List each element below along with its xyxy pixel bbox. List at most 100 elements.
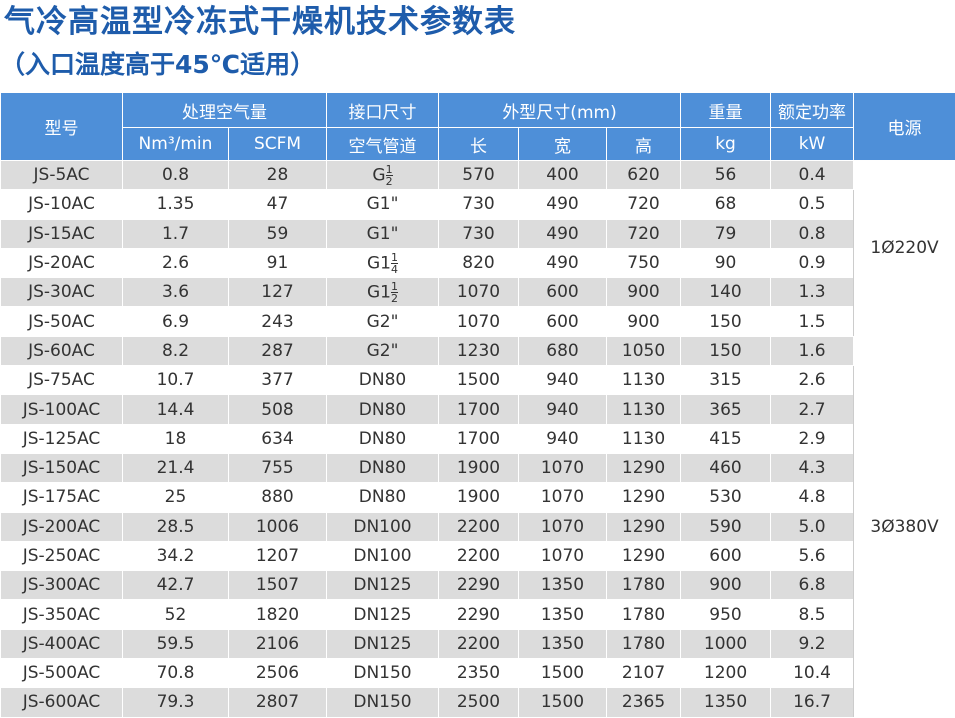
pipe-size: G1 — [367, 282, 391, 302]
cell: 315 — [681, 366, 771, 395]
cell: G1" — [327, 219, 439, 248]
cell: JS-15AC — [1, 219, 123, 248]
cell: 570 — [439, 161, 519, 190]
cell: 0.4 — [771, 161, 854, 190]
cell: 820 — [439, 248, 519, 277]
supply-cell: 3Ø380V — [854, 336, 955, 717]
cell: 150 — [681, 307, 771, 336]
cell: 2.7 — [771, 395, 854, 424]
cell: JS-300AC — [1, 571, 123, 600]
cell: 4.3 — [771, 453, 854, 482]
cell: 2290 — [439, 600, 519, 629]
cell: 140 — [681, 278, 771, 307]
cell: 9.2 — [771, 629, 854, 658]
cell: 150 — [681, 336, 771, 365]
cell: 530 — [681, 483, 771, 512]
cell: 3.6 — [123, 278, 229, 307]
supply-cell: 1Ø220V — [854, 161, 955, 337]
cell: 2.6 — [771, 366, 854, 395]
header-cell: kg — [681, 128, 771, 161]
header-cell: 重量 — [681, 93, 771, 128]
cell: 2500 — [439, 688, 519, 717]
cell: 287 — [229, 336, 327, 365]
cell: 52 — [123, 600, 229, 629]
cell: JS-100AC — [1, 395, 123, 424]
cell: 1780 — [607, 629, 681, 658]
cell: 1500 — [519, 688, 607, 717]
cell: 720 — [607, 219, 681, 248]
cell: 21.4 — [123, 453, 229, 482]
cell: 1820 — [229, 600, 327, 629]
cell: 1350 — [519, 600, 607, 629]
cell: 70.8 — [123, 659, 229, 688]
cell: 59 — [229, 219, 327, 248]
cell: 1700 — [439, 395, 519, 424]
cell: 2807 — [229, 688, 327, 717]
cell: DN125 — [327, 600, 439, 629]
cell: 68 — [681, 190, 771, 219]
cell: 1780 — [607, 600, 681, 629]
cell: 2290 — [439, 571, 519, 600]
cell: DN80 — [327, 424, 439, 453]
cell: 6.8 — [771, 571, 854, 600]
cell: 16.7 — [771, 688, 854, 717]
cell: 620 — [607, 161, 681, 190]
cell: JS-30AC — [1, 278, 123, 307]
cell: 1350 — [681, 688, 771, 717]
header-cell: 外型尺寸(mm) — [439, 93, 681, 128]
cell: 680 — [519, 336, 607, 365]
denominator: 2 — [391, 293, 398, 304]
cell: 6.9 — [123, 307, 229, 336]
cell: 1070 — [519, 453, 607, 482]
cell: 1700 — [439, 424, 519, 453]
cell: 750 — [607, 248, 681, 277]
header-cell: 长 — [439, 128, 519, 161]
cell: JS-20AC — [1, 248, 123, 277]
cell: 2200 — [439, 629, 519, 658]
cell: 1000 — [681, 629, 771, 658]
cell: 730 — [439, 190, 519, 219]
cell: 1290 — [607, 541, 681, 570]
pipe-size: G1 — [367, 253, 391, 273]
cell: 600 — [681, 541, 771, 570]
cell: 4.8 — [771, 483, 854, 512]
cell: 0.9 — [771, 248, 854, 277]
cell: 600 — [519, 278, 607, 307]
cell: 2506 — [229, 659, 327, 688]
cell: 1500 — [439, 366, 519, 395]
cell: 8.5 — [771, 600, 854, 629]
cell: 1207 — [229, 541, 327, 570]
cell: 490 — [519, 248, 607, 277]
header-cell: 宽 — [519, 128, 607, 161]
cell: G1" — [327, 190, 439, 219]
cell: 1070 — [439, 278, 519, 307]
cell: 508 — [229, 395, 327, 424]
header-cell: 额定功率 — [771, 93, 854, 128]
cell: 1070 — [519, 512, 607, 541]
cell: JS-175AC — [1, 483, 123, 512]
cell: JS-350AC — [1, 600, 123, 629]
cell: 1.6 — [771, 336, 854, 365]
cell: 1130 — [607, 395, 681, 424]
cell: 0.8 — [771, 219, 854, 248]
cell: JS-600AC — [1, 688, 123, 717]
cell: G2" — [327, 336, 439, 365]
header-cell: 高 — [607, 128, 681, 161]
header-cell: 电源 — [854, 93, 955, 161]
spec-table: 型号 处理空气量 接口尺寸 外型尺寸(mm) 重量 额定功率 电源 Nm³/mi… — [0, 92, 955, 718]
cell: 47 — [229, 190, 327, 219]
